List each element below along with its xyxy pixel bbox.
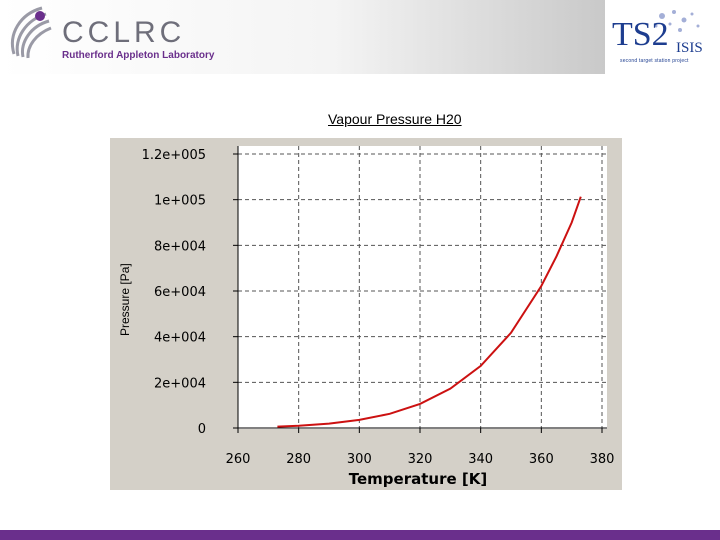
vapour-pressure-curve [277, 196, 582, 428]
x-tick-label: 380 [590, 452, 615, 467]
bottom-bar [0, 530, 720, 540]
ts2-mark: TS2 [612, 16, 669, 53]
plot-area [238, 146, 607, 429]
chart-title: Vapour Pressure H20 [328, 111, 462, 127]
cclrc-swirl-icon [11, 6, 52, 59]
y-tick-label: 1e+005 [154, 194, 206, 209]
axes [233, 146, 607, 433]
y-tick-label: 1.2e+005 [142, 148, 206, 163]
y-tick-label: 0 [198, 422, 206, 437]
header-right-area [605, 0, 720, 74]
x-axis-label: Temperature [K] [349, 470, 487, 488]
org-name: CCLRC [62, 16, 186, 49]
ts2-isis-logo-icon [654, 10, 700, 32]
header-band [0, 0, 605, 74]
x-tick-label: 320 [408, 452, 433, 467]
y-tick-label: 6e+004 [154, 285, 206, 300]
x-tick-label: 340 [468, 452, 493, 467]
x-tick-label: 360 [529, 452, 554, 467]
lab-name: Rutherford Appleton Laboratory [62, 50, 215, 61]
vapour-pressure-chart: 260 280 300 320 340 360 380 0 2e+004 4e+004 6e+004… [142, 146, 615, 488]
y-tick-label: 4e+004 [154, 331, 206, 346]
x-tick-label: 280 [286, 452, 311, 467]
isis-name: ISIS [676, 40, 703, 56]
x-tick-label: 300 [347, 452, 372, 467]
x-tick-label: 260 [226, 452, 251, 467]
ts2-tagline: second target station project [620, 58, 689, 64]
tick-labels: 260 280 300 320 340 360 380 0 2e+004 4e+004 6e+004… [142, 148, 615, 467]
y-tick-label: 2e+004 [154, 376, 206, 391]
y-tick-label: 8e+004 [154, 239, 206, 254]
